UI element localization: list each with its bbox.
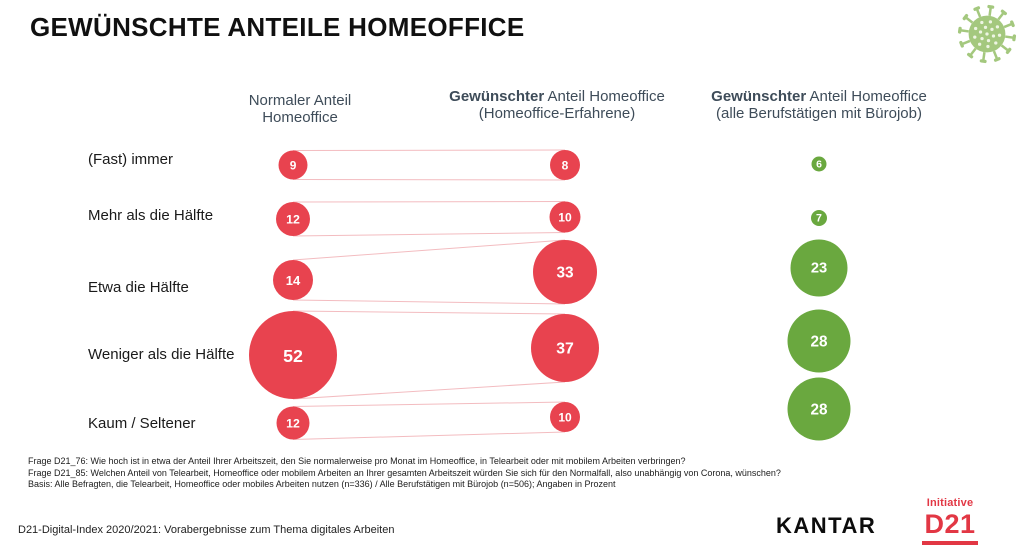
bubble [787,377,851,441]
row-label-mehr-als-die-haelfte: Mehr als die Hälfte [88,207,214,224]
footnote-line: Frage D21_85: Welchen Anteil von Telearb… [28,467,781,478]
bubble-value: 37 [556,340,574,357]
bubble [790,239,848,297]
bubble [549,201,581,233]
bubble-value: 28 [810,401,828,418]
bubble [276,406,310,440]
connector-line [292,232,566,237]
connector-line [292,431,566,440]
connector-line [292,239,566,261]
bubble [273,260,313,300]
bubble-value: 28 [810,333,828,350]
row-label-weniger-als-die-haelfte: Weniger als die Hälfte [88,346,235,363]
initiative-d21-underline [922,541,978,545]
kantar-logo: KANTAR [776,513,877,538]
bubble-value: 7 [816,213,822,225]
header-line2: Homeoffice [262,109,338,126]
bubble [811,210,827,226]
bubble [787,309,851,373]
connector-line [292,179,566,181]
bubble [533,240,597,304]
header-text: Anteil Homeoffice [806,88,927,105]
column-header-gewuenschter-alle: Gewünschter Anteil Homeoffice (alle Beru… [694,88,944,122]
footnote-line: Basis: Alle Befragten, die Telearbeit, H… [28,479,616,489]
header-bold-text: Gewünschter [711,88,807,105]
page-title: GEWÜNSCHTE ANTEILE HOMEOFFICE [30,12,525,42]
bubble-value: 9 [290,159,297,173]
footnote-line: Frage D21_76: Wie hoch ist in etwa der A… [28,456,686,466]
bubble-value: 33 [556,264,573,281]
initiative-d21-logo: Initiative D21 [922,497,978,545]
bubble [278,150,308,180]
bubble-value: 52 [283,346,303,366]
connector-line [292,201,566,203]
virus-icon [957,4,1017,64]
bubble [811,156,827,172]
connector-line [292,310,566,315]
column-header-gewuenschter-erfahrene: Gewünschter Anteil Homeoffice (Homeoffic… [437,88,677,122]
header-text: Normaler Anteil [248,92,352,109]
bubble-value: 14 [286,273,301,288]
connector-line [292,299,566,305]
source-note: D21-Digital-Index 2020/2021: Vorabergebn… [18,524,395,536]
footnotes: Frage D21_76: Wie hoch ist in etwa der A… [28,456,968,491]
bubble-value: 12 [286,213,300,227]
bubble-value: 12 [286,417,300,431]
bubble-value: 8 [562,159,569,173]
bubble-value: 6 [816,159,822,171]
column-header-normaler-anteil: Normaler Anteil Homeoffice [218,92,382,126]
connector-line [292,401,566,407]
header-line2: (alle Berufstätigen mit Bürojob) [716,105,922,122]
bubble-value: 23 [811,261,827,277]
initiative-d21-name: D21 [924,509,976,539]
row-label-etwa-die-haelfte: Etwa die Hälfte [88,279,189,296]
row-label-kaum-seltener: Kaum / Seltener [88,415,196,432]
connector-line [292,149,566,151]
bubble [531,314,599,382]
row-label-fast-immer: (Fast) immer [88,151,173,168]
bubble [550,150,580,180]
bubble-value: 10 [558,211,572,225]
header-text: Anteil Homeoffice [544,88,665,105]
initiative-d21-label: Initiative [926,497,974,509]
header-bold-text: Gewünschter [449,88,545,105]
connector-line [292,381,566,400]
header-line2: (Homeoffice-Erfahrene) [478,105,636,122]
bubble-value: 10 [558,411,572,425]
bubble [550,402,580,432]
bubble [276,202,310,236]
